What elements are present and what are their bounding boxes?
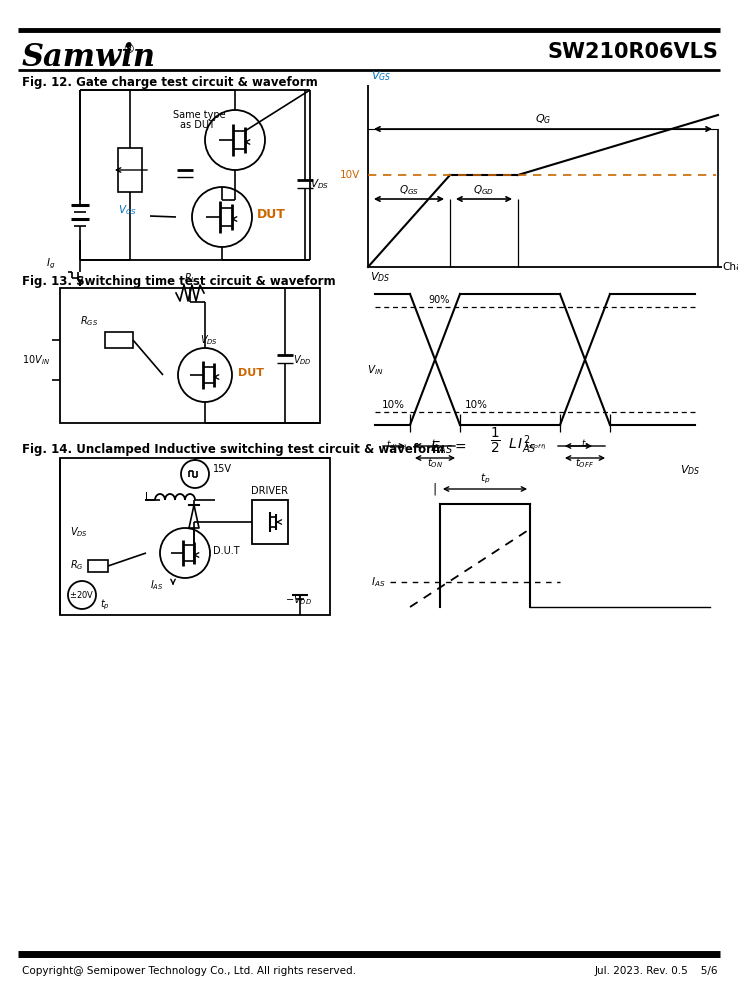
Text: ®: ®	[122, 43, 134, 56]
Text: DRIVER: DRIVER	[252, 486, 289, 496]
Text: $V_{GS}$: $V_{GS}$	[371, 69, 391, 83]
Text: $Q_{GD}$: $Q_{GD}$	[474, 183, 494, 197]
Text: as DUT: as DUT	[180, 120, 215, 130]
Text: $Q_{GS}$: $Q_{GS}$	[399, 183, 419, 197]
Bar	[60, 288, 320, 423]
Text: $-V_{DD}$: $-V_{DD}$	[285, 593, 312, 607]
Text: $I_{AS}$: $I_{AS}$	[150, 578, 164, 592]
Text: $I_g$: $I_g$	[46, 257, 55, 271]
Text: $V_{GS}$: $V_{GS}$	[118, 203, 137, 217]
Text: $t_{ON}$: $t_{ON}$	[427, 456, 443, 470]
Text: $t_r$: $t_r$	[431, 438, 439, 450]
Text: $V_{IN}$: $V_{IN}$	[367, 363, 384, 377]
Text: L: L	[145, 492, 151, 502]
Text: $t_{OFF}$: $t_{OFF}$	[576, 456, 595, 470]
Text: 10%: 10%	[465, 400, 488, 410]
Bar	[88, 560, 108, 572]
Text: Fig. 12. Gate charge test circuit & waveform: Fig. 12. Gate charge test circuit & wave…	[22, 76, 318, 89]
Bar	[60, 458, 330, 615]
Text: Fig. 13. Switching time test circuit & waveform: Fig. 13. Switching time test circuit & w…	[22, 275, 336, 288]
Text: DUT: DUT	[238, 368, 264, 378]
Text: $t_f$: $t_f$	[581, 438, 589, 450]
Text: 10V: 10V	[339, 170, 360, 180]
Text: Fig. 14. Unclamped Inductive switching test circuit & waveform: Fig. 14. Unclamped Inductive switching t…	[22, 443, 444, 456]
Text: $V_{DS}$: $V_{DS}$	[200, 333, 218, 347]
Text: $V_{DD}$: $V_{DD}$	[293, 353, 311, 367]
Text: $V_{DS}$: $V_{DS}$	[70, 525, 88, 539]
Text: $t_p$: $t_p$	[480, 472, 490, 486]
Text: $V_{DS}$: $V_{DS}$	[310, 177, 329, 191]
Text: $R_G$: $R_G$	[70, 558, 83, 572]
Text: $R_{GS}$: $R_{GS}$	[80, 314, 98, 328]
Text: 10%: 10%	[382, 400, 405, 410]
Text: $I_{AS}$: $I_{AS}$	[370, 575, 385, 589]
Bar	[118, 148, 142, 192]
Text: $E_{AS} = $: $E_{AS} = $	[430, 440, 467, 456]
Text: |: |	[433, 483, 437, 495]
Text: $t_{d(off)}$: $t_{d(off)}$	[524, 438, 546, 452]
Text: D.U.T: D.U.T	[213, 546, 240, 556]
Text: $R_L$: $R_L$	[184, 271, 196, 285]
Text: SW210R06VLS: SW210R06VLS	[547, 42, 718, 62]
Text: $Q_G$: $Q_G$	[535, 112, 551, 126]
Text: $\frac{1}{2}$: $\frac{1}{2}$	[490, 426, 500, 456]
Text: $V_{DS}$: $V_{DS}$	[680, 463, 700, 477]
Text: Copyright@ Semipower Technology Co., Ltd. All rights reserved.: Copyright@ Semipower Technology Co., Ltd…	[22, 966, 356, 976]
Text: DUT: DUT	[257, 209, 286, 222]
Text: $t_p$: $t_p$	[100, 598, 110, 612]
Text: $L\,I_{AS}^{2}$: $L\,I_{AS}^{2}$	[508, 433, 537, 456]
Text: Samwin: Samwin	[22, 42, 156, 73]
Text: Charge(nC): Charge(nC)	[722, 262, 738, 272]
Bar	[105, 332, 133, 348]
Text: 90%: 90%	[428, 295, 449, 305]
Text: 15V: 15V	[213, 464, 232, 474]
Text: $10V_{IN}$: $10V_{IN}$	[22, 353, 50, 367]
Bar	[252, 500, 288, 544]
Text: $t_{d(on)}$: $t_{d(on)}$	[386, 438, 408, 452]
Text: Jul. 2023. Rev. 0.5    5/6: Jul. 2023. Rev. 0.5 5/6	[595, 966, 718, 976]
Text: Same type: Same type	[173, 110, 226, 120]
Text: $V_{DS}$: $V_{DS}$	[370, 270, 390, 284]
Text: $\pm$20V: $\pm$20V	[69, 589, 94, 600]
